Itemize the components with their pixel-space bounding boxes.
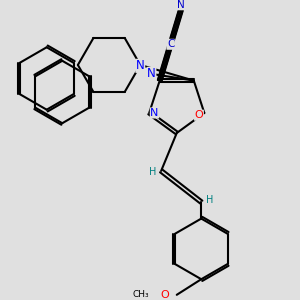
Text: N: N [177,0,185,10]
Text: CH₃: CH₃ [133,290,149,299]
Text: H: H [206,195,213,205]
Text: N: N [150,108,159,118]
Text: H: H [149,167,157,177]
Text: O: O [160,290,169,300]
Text: N: N [136,59,145,72]
Text: N: N [147,68,156,80]
Text: O: O [195,110,203,120]
Text: C: C [167,39,174,49]
